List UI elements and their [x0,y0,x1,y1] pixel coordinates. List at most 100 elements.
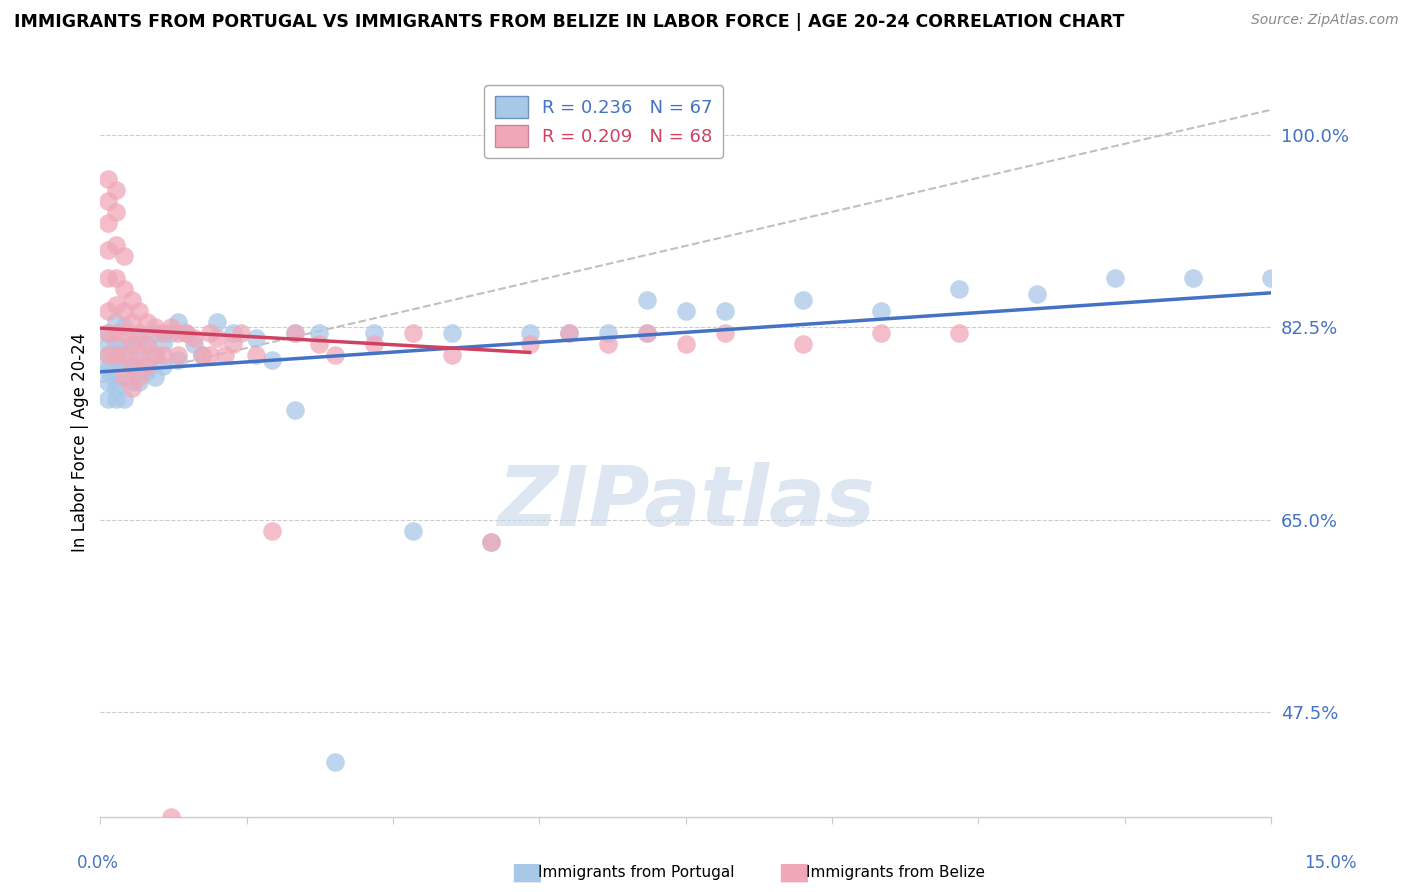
Point [97,194,120,208]
Point [207,314,229,328]
Point [948,326,970,340]
Point [308,326,330,340]
Point [121,336,143,351]
Point [519,326,541,340]
Point [713,303,735,318]
Point [136,359,159,373]
Point [112,248,135,262]
Point [152,359,174,373]
Point [792,336,814,351]
Point [143,347,166,361]
Point [713,326,735,340]
Point [97,347,120,361]
Point [636,293,658,307]
Point [104,298,127,312]
Point [97,215,120,229]
Point [401,524,423,538]
Point [112,303,135,318]
Point [323,347,346,361]
Point [308,336,330,351]
Point [112,326,135,340]
Point [174,326,197,340]
Point [136,336,159,351]
Point [675,303,697,318]
Point [97,347,120,361]
Point [121,380,143,394]
Point [167,353,190,368]
Point [104,380,127,394]
Point [143,347,166,361]
Point [121,314,143,328]
Point [104,270,127,285]
Point [1104,270,1126,285]
Point [128,303,150,318]
Point [207,331,229,345]
Point [948,281,970,295]
Point [636,326,658,340]
Point [363,326,385,340]
Point [97,364,120,378]
Point [191,347,214,361]
Point [519,336,541,351]
Point [174,326,197,340]
Point [222,326,245,340]
Point [97,303,120,318]
Point [121,359,143,373]
Point [152,347,174,361]
Point [1182,270,1205,285]
Point [284,402,307,417]
Point [97,359,120,373]
Point [121,293,143,307]
Point [128,369,150,384]
Point [104,347,127,361]
Point [167,326,190,340]
Point [440,326,463,340]
Point [401,326,423,340]
Point [136,314,159,328]
Point [214,347,236,361]
Y-axis label: In Labor Force | Age 20-24: In Labor Force | Age 20-24 [72,333,89,552]
Point [869,326,891,340]
Point [222,336,245,351]
Point [869,303,891,318]
Point [97,336,120,351]
Point [245,331,267,345]
Point [557,326,579,340]
Point [104,204,127,219]
Point [191,347,214,361]
Point [159,809,181,823]
Point [636,326,658,340]
Point [1026,287,1049,301]
Point [112,347,135,361]
Point [104,326,127,340]
Point [260,353,283,368]
Point [104,353,127,368]
Point [183,331,205,345]
Point [284,326,307,340]
Point [136,336,159,351]
Point [128,353,150,368]
Point [167,347,190,361]
Point [1260,270,1282,285]
Text: Immigrants from Portugal: Immigrants from Portugal [538,865,735,880]
Legend: R = 0.236   N = 67, R = 0.209   N = 68: R = 0.236 N = 67, R = 0.209 N = 68 [484,85,723,158]
Point [323,755,346,769]
Point [97,375,120,389]
Text: 0.0%: 0.0% [77,855,120,872]
Text: Source: ZipAtlas.com: Source: ZipAtlas.com [1251,13,1399,28]
Text: 15.0%: 15.0% [1305,855,1357,872]
Point [792,293,814,307]
Text: IMMIGRANTS FROM PORTUGAL VS IMMIGRANTS FROM BELIZE IN LABOR FORCE | AGE 20-24 CO: IMMIGRANTS FROM PORTUGAL VS IMMIGRANTS F… [14,13,1125,31]
Point [121,336,143,351]
Point [97,243,120,257]
Point [183,336,205,351]
Point [97,270,120,285]
Point [363,336,385,351]
Point [97,326,120,340]
Point [440,347,463,361]
Point [152,336,174,351]
Point [136,364,159,378]
Point [112,281,135,295]
Point [260,524,283,538]
Point [596,326,619,340]
